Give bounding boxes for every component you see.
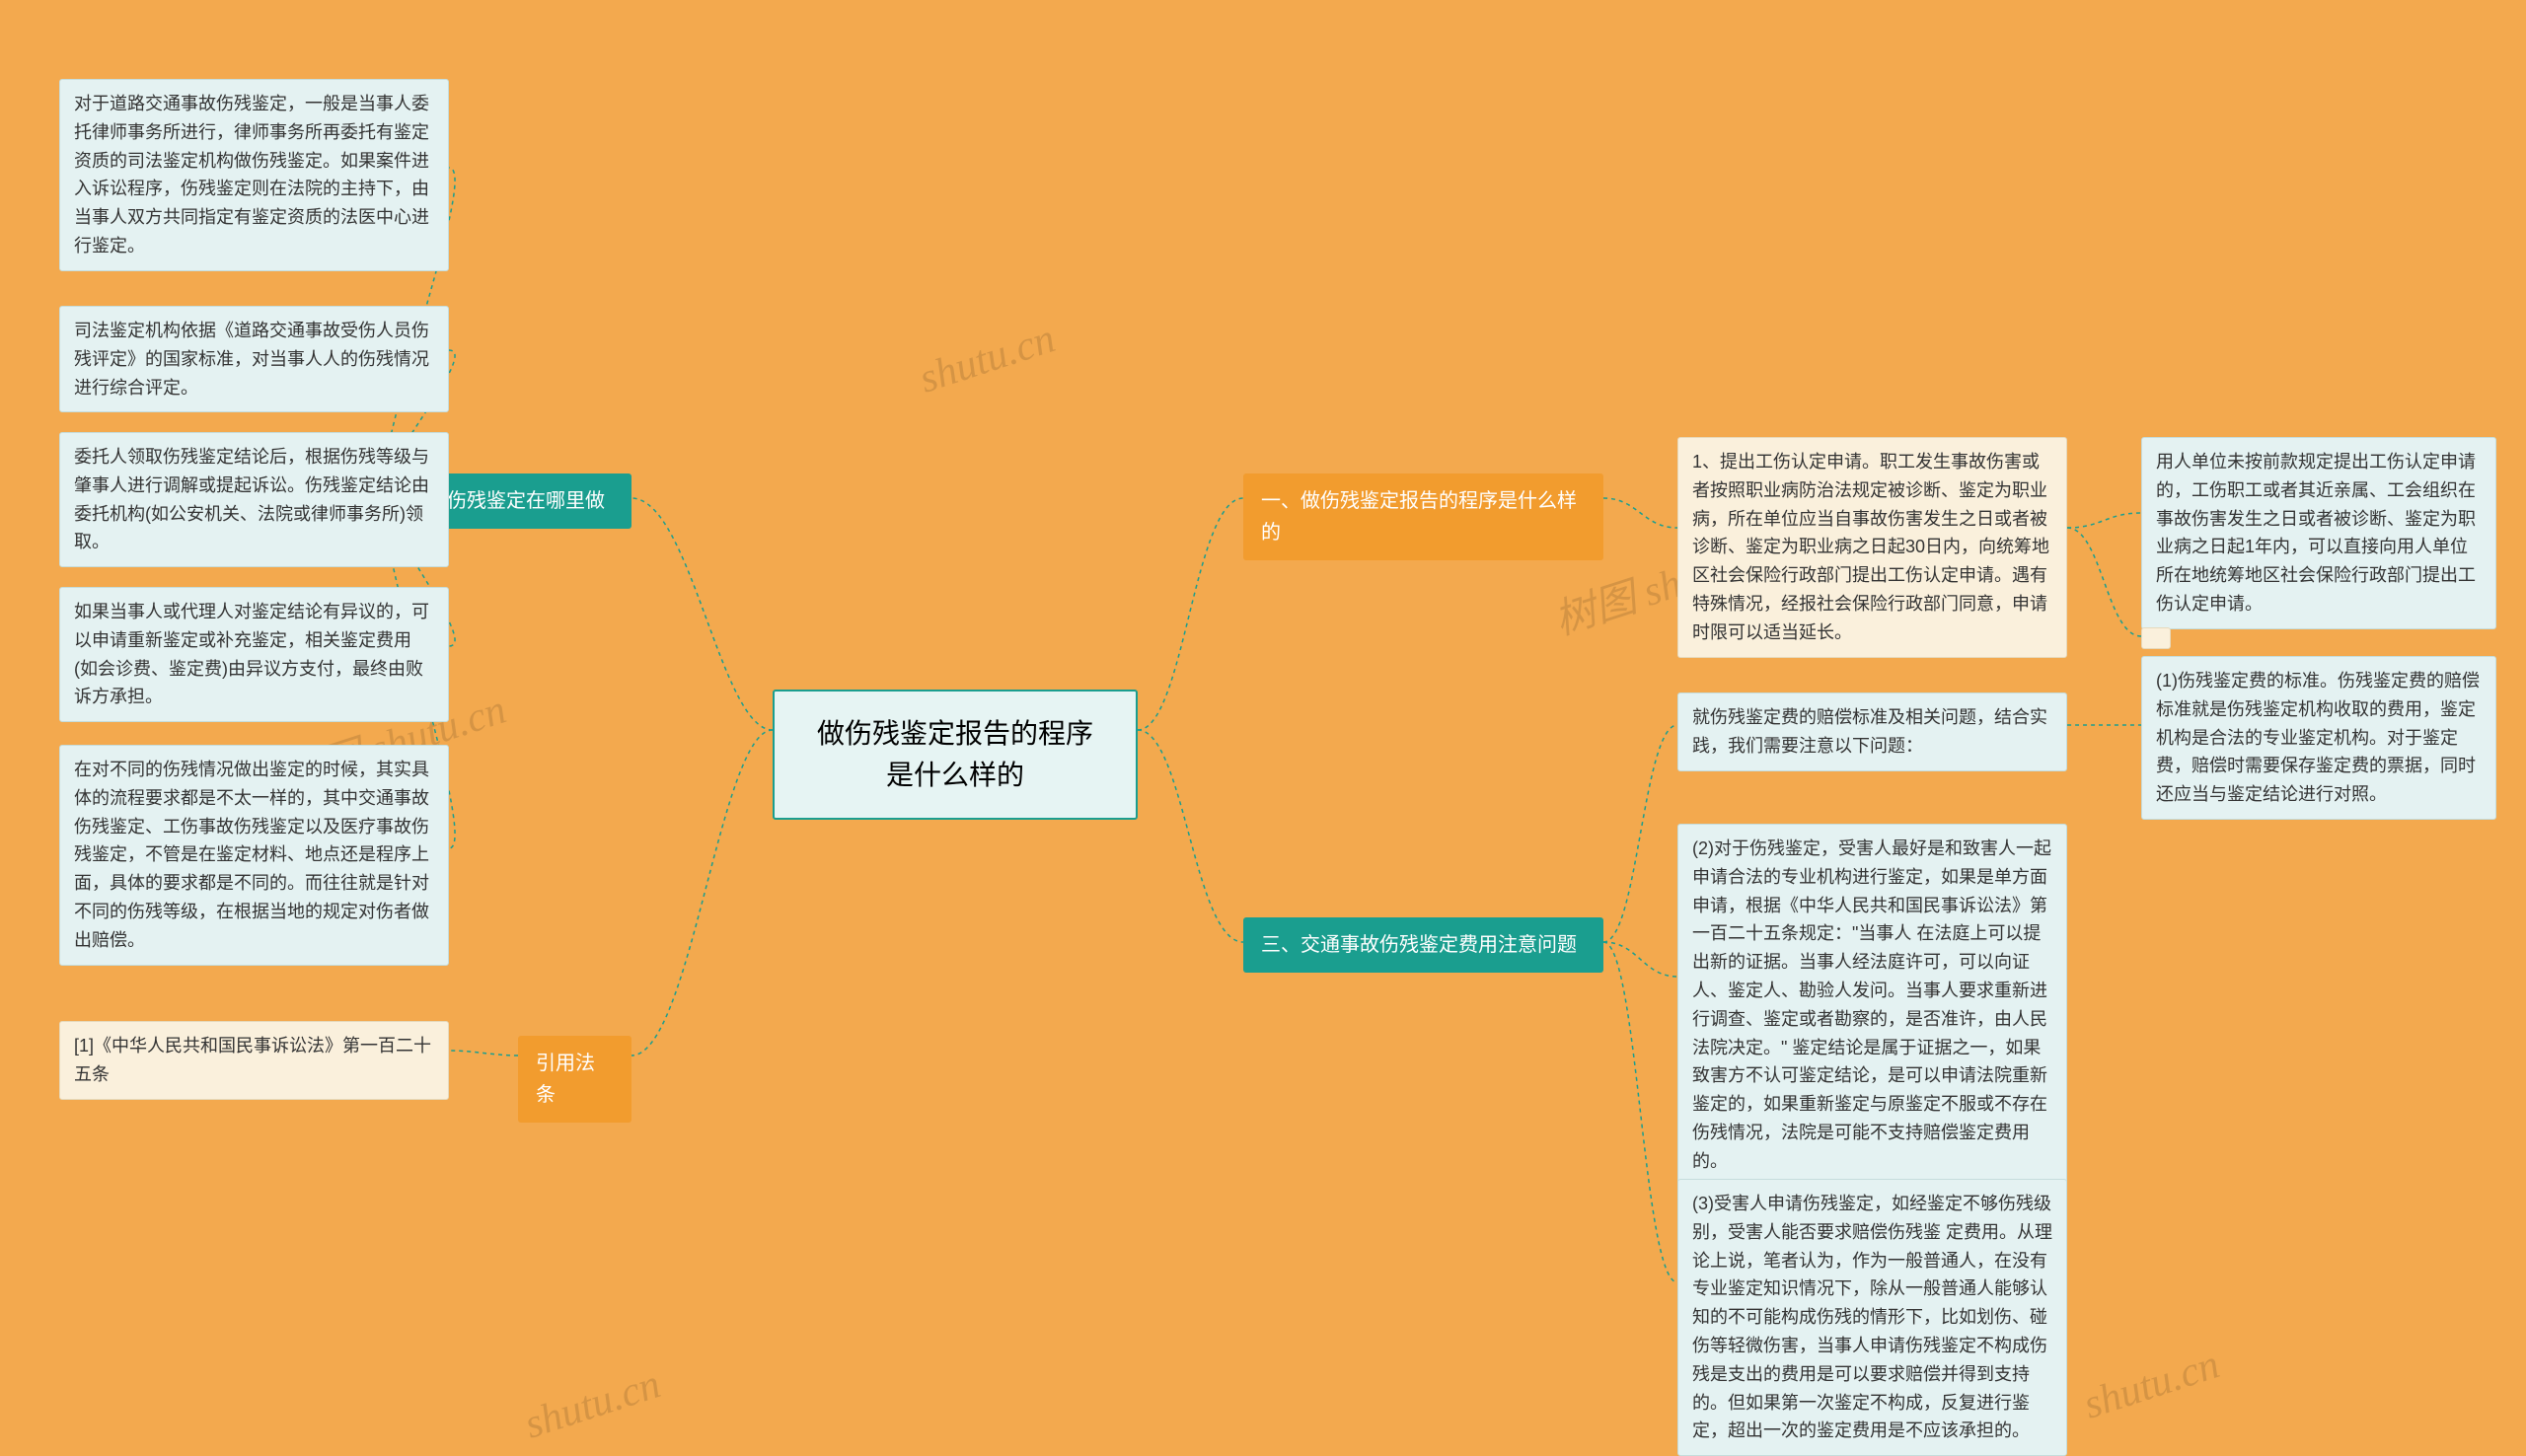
branch-2-child-1: 对于道路交通事故伤残鉴定，一般是当事人委托律师事务所进行，律师事务所再委托有鉴定…	[59, 79, 449, 271]
branch-3-child-1a: (1)伤残鉴定费的标准。伤残鉴定费的赔偿标准就是伤残鉴定机构收取的费用，鉴定机构…	[2141, 656, 2496, 820]
branch-2-child-4: 如果当事人或代理人对鉴定结论有异议的，可以申请重新鉴定或补充鉴定，相关鉴定费用(…	[59, 587, 449, 722]
branch-3-child-3: (3)受害人申请伤残鉴定，如经鉴定不够伤残级别，受害人能否要求赔偿伤残鉴 定费用…	[1677, 1179, 2067, 1456]
center-node: 做伤残鉴定报告的程序是什么样的	[773, 690, 1138, 820]
branch-3-child-1: 就伤残鉴定费的赔偿标准及相关问题，结合实践，我们需要注意以下问题：	[1677, 692, 2067, 771]
branch-4: 引用法条	[518, 1036, 632, 1123]
branch-1-child-1: 1、提出工伤认定申请。职工发生事故伤害或者按照职业病防治法规定被诊断、鉴定为职业…	[1677, 437, 2067, 658]
branch-1: 一、做伤残鉴定报告的程序是什么样的	[1243, 473, 1603, 560]
branch-2-child-5: 在对不同的伤残情况做出鉴定的时候，其实具体的流程要求都是不太一样的，其中交通事故…	[59, 745, 449, 966]
branch-3-child-2: (2)对于伤残鉴定，受害人最好是和致害人一起申请合法的专业机构进行鉴定，如果是单…	[1677, 824, 2067, 1187]
branch-1-child-1b-empty	[2141, 627, 2171, 649]
watermark: shutu.cn	[914, 315, 1061, 402]
watermark: shutu.cn	[2078, 1341, 2225, 1428]
branch-4-child-1: [1]《中华人民共和国民事诉讼法》第一百二十五条	[59, 1021, 449, 1100]
branch-2-child-3: 委托人领取伤残鉴定结论后，根据伤残等级与肇事人进行调解或提起诉讼。伤残鉴定结论由…	[59, 432, 449, 567]
branch-1-child-1a: 用人单位未按前款规定提出工伤认定申请的，工伤职工或者其近亲属、工会组织在事故伤害…	[2141, 437, 2496, 629]
branch-2-child-2: 司法鉴定机构依据《道路交通事故受伤人员伤残评定》的国家标准，对当事人人的伤残情况…	[59, 306, 449, 412]
watermark: shutu.cn	[519, 1360, 666, 1448]
branch-3: 三、交通事故伤残鉴定费用注意问题	[1243, 917, 1603, 973]
